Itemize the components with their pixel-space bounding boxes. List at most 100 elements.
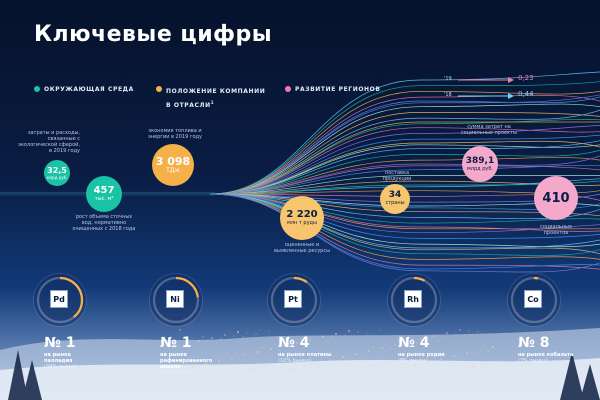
flow-line — [209, 193, 600, 239]
flow-line — [209, 109, 600, 195]
flow-line — [209, 71, 600, 195]
share-arc — [270, 276, 318, 324]
flow-line — [209, 81, 600, 195]
town-light — [229, 339, 231, 341]
ranking-ring: Rh — [388, 274, 440, 326]
town-light — [307, 361, 309, 363]
town-light — [235, 353, 237, 355]
town-light — [213, 355, 215, 357]
town-light — [444, 354, 446, 356]
flow-line — [209, 140, 600, 195]
town-light — [446, 332, 448, 334]
town-light — [407, 341, 409, 343]
town-light — [390, 348, 392, 350]
town-light — [464, 334, 466, 336]
share-arc — [510, 276, 558, 324]
town-light — [403, 345, 405, 347]
social-projects-label: социальных проектов — [540, 224, 572, 236]
indicator-value-2019: 0,23 — [518, 74, 534, 82]
town-light — [374, 364, 376, 366]
town-light — [257, 351, 259, 353]
town-light — [481, 367, 483, 369]
flow-line — [209, 175, 600, 195]
town-light — [283, 345, 285, 347]
flow-line — [209, 96, 600, 195]
town-light — [470, 348, 472, 350]
town-light — [233, 335, 235, 337]
town-light — [218, 360, 220, 362]
town-light — [392, 366, 394, 368]
town-light — [255, 333, 257, 335]
element-symbol: Rh — [404, 290, 422, 308]
town-light — [248, 350, 250, 352]
flow-line — [209, 165, 600, 195]
element-symbol: Pt — [284, 290, 302, 308]
town-light — [237, 331, 239, 333]
flow-line — [209, 193, 600, 256]
flow-line — [209, 103, 600, 195]
town-light — [409, 359, 411, 361]
ore-reserves-circle: 2 220 млн т руды — [280, 196, 324, 240]
share-arc — [390, 276, 438, 324]
ranking-ring: Co — [508, 274, 560, 326]
town-light — [311, 357, 313, 359]
town-light — [281, 367, 283, 369]
town-light — [287, 341, 289, 343]
flow-line — [209, 193, 600, 249]
town-light — [448, 350, 450, 352]
town-light — [485, 363, 487, 365]
town-light — [181, 347, 183, 349]
town-light — [296, 342, 298, 344]
countries-circle: 34 страны — [380, 184, 410, 214]
town-light — [270, 348, 272, 350]
env-costs-label: затраты и расходы, связанные с экологиче… — [18, 130, 80, 154]
town-light — [359, 349, 361, 351]
ranking-market: на рынке палладия — [44, 352, 73, 364]
pink-dot-icon — [285, 86, 291, 92]
town-light — [379, 329, 381, 331]
town-light — [250, 368, 252, 370]
element-symbol: Ni — [166, 290, 184, 308]
wastewater-circle: 457 тыс. м³ — [86, 176, 122, 212]
fuel-savings-circle: 3 098 ТДж — [152, 144, 194, 186]
town-light — [320, 358, 322, 360]
town-light — [216, 342, 218, 344]
ranking-share: (3% рынка) — [518, 358, 548, 364]
town-light — [192, 366, 194, 368]
town-light — [263, 365, 265, 367]
town-light — [396, 362, 398, 364]
town-light — [348, 330, 350, 332]
town-light — [209, 359, 211, 361]
town-light — [431, 357, 433, 359]
flow-line — [209, 134, 600, 195]
env-costs-circle: 32,5 млрд руб. — [44, 160, 70, 186]
town-light — [496, 342, 498, 344]
indicator-year-2019: '19 — [444, 76, 452, 82]
ranking-ring: Ni — [150, 274, 202, 326]
town-light — [298, 360, 300, 362]
town-light — [324, 354, 326, 356]
share-arc — [36, 276, 84, 324]
town-light — [383, 365, 385, 367]
town-light — [335, 333, 337, 335]
town-light — [316, 362, 318, 364]
town-light — [337, 351, 339, 353]
town-light — [185, 343, 187, 345]
ranking-position: № 4 — [278, 335, 310, 351]
town-light — [398, 340, 400, 342]
fuel-savings-label: экономия топлива и энергии в 2019 году — [148, 128, 202, 140]
flow-line — [209, 193, 600, 230]
town-light — [198, 340, 200, 342]
town-light — [333, 355, 335, 357]
town-light — [261, 347, 263, 349]
town-light — [318, 340, 320, 342]
social-sum-circle: 389,1 млрд руб. — [462, 146, 498, 182]
town-light — [272, 366, 274, 368]
town-light — [344, 334, 346, 336]
share-arc — [152, 276, 200, 324]
town-light — [194, 344, 196, 346]
town-light — [468, 330, 470, 332]
town-light — [266, 352, 268, 354]
flow-line — [209, 157, 600, 195]
town-light — [355, 353, 357, 355]
